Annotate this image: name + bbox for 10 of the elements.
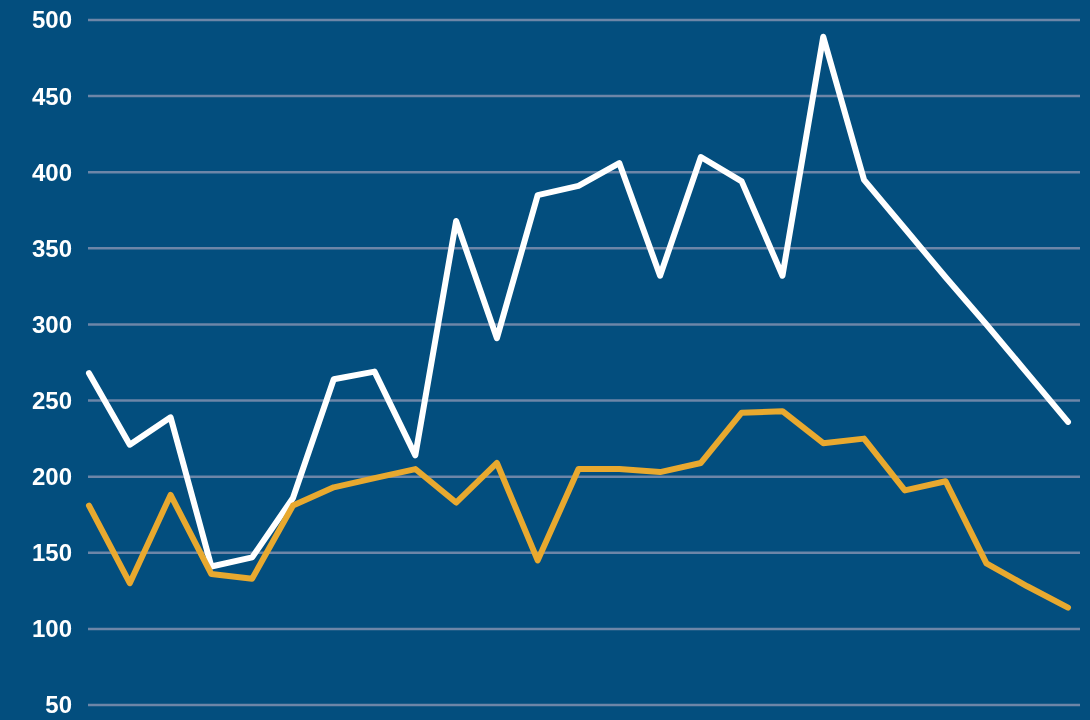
y-tick-label: 200	[31, 463, 72, 491]
y-tick-label: 350	[31, 234, 72, 262]
y-tick-label: 100	[31, 615, 72, 643]
y-tick-label: 400	[31, 158, 72, 186]
y-tick-label: 50	[45, 691, 72, 719]
y-tick-label: 150	[31, 539, 72, 567]
y-tick-label: 250	[31, 386, 72, 414]
y-tick-label: 300	[31, 310, 72, 338]
y-tick-label: 500	[31, 6, 72, 34]
y-tick-label: 450	[31, 82, 72, 110]
